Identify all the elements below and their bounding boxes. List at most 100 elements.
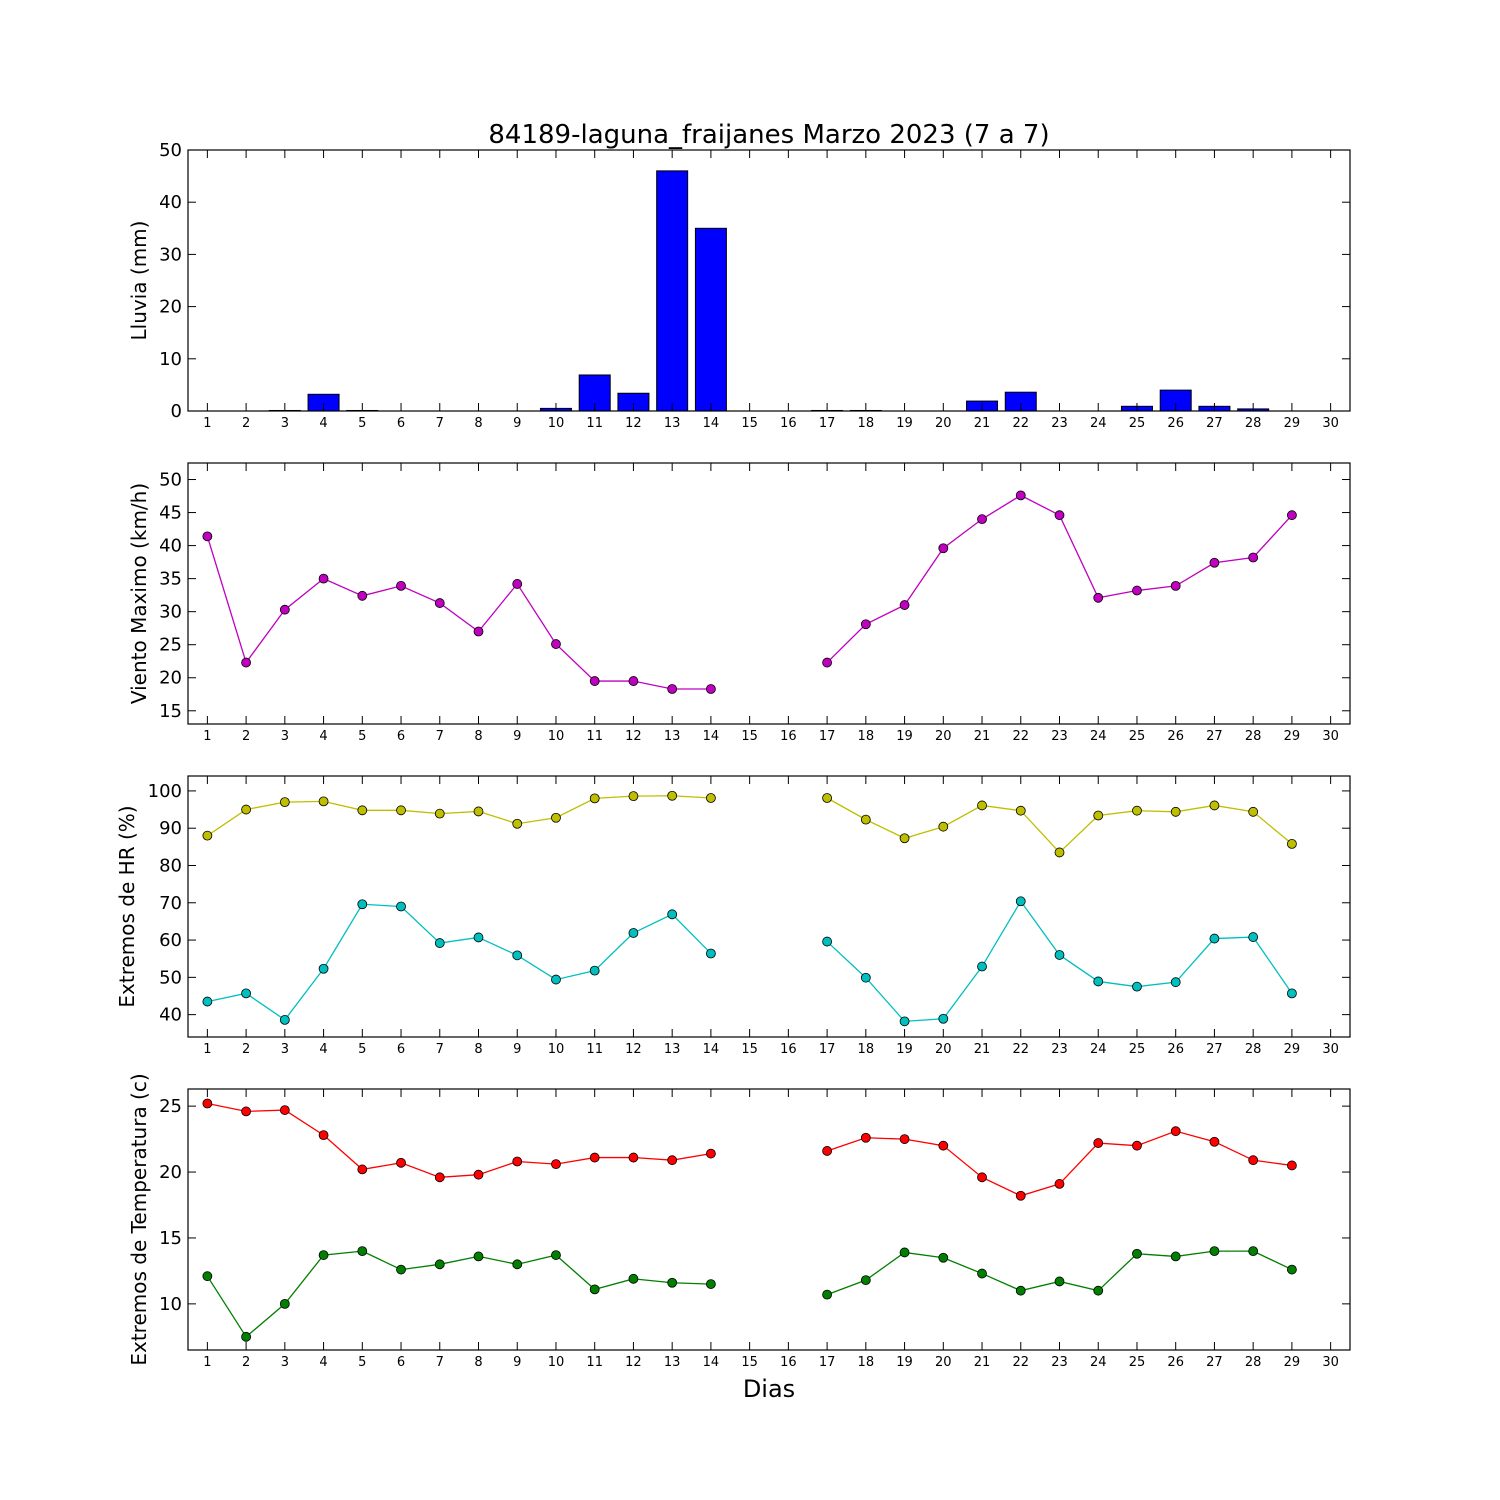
xtick-label: 10 (548, 729, 565, 744)
series-point-1 (551, 639, 561, 649)
ytick-label: 50 (159, 967, 182, 988)
xtick-label: 22 (1012, 1355, 1029, 1370)
series-point-2 (551, 1250, 561, 1260)
series-point-1 (1093, 810, 1104, 821)
series-point-1 (551, 812, 561, 823)
xtick-label: 14 (703, 729, 720, 744)
ytick-label: 30 (159, 602, 182, 623)
xtick-label: 20 (935, 1042, 952, 1057)
series-point-1 (396, 1157, 406, 1168)
xtick-label: 24 (1090, 729, 1107, 744)
ytick-label: 60 (159, 930, 182, 951)
xtick-label: 19 (896, 1355, 913, 1370)
series-point-1 (512, 1156, 523, 1167)
series-point-2 (1209, 933, 1220, 944)
ytick-label: 15 (159, 701, 182, 722)
xtick-label: 7 (436, 1355, 444, 1370)
xtick-label: 2 (242, 1355, 250, 1370)
xtick-label: 19 (896, 729, 913, 744)
xtick-label: 11 (586, 1042, 603, 1057)
xtick-label: 21 (974, 729, 991, 744)
ytick-label: 10 (159, 1294, 182, 1315)
y-axis-label: Extremos de Temperatura (c) (127, 1073, 151, 1365)
xtick-label: 27 (1206, 1355, 1223, 1370)
ytick-label: 20 (159, 1162, 182, 1183)
xtick-label: 24 (1090, 1042, 1107, 1057)
xtick-label: 30 (1322, 729, 1339, 744)
ytick-label: 15 (159, 1228, 182, 1249)
xtick-label: 4 (319, 1355, 327, 1370)
xtick-label: 5 (358, 416, 366, 431)
series-point-1 (1287, 1160, 1297, 1171)
xtick-label: 14 (703, 1355, 720, 1370)
xtick-label: 20 (935, 416, 952, 431)
series-point-2 (1209, 1246, 1220, 1257)
series-point-2 (628, 928, 639, 938)
series-line-2 (826, 900, 1293, 1023)
series-point-1 (860, 814, 871, 825)
series-point-1 (279, 1105, 290, 1115)
xtick-label: 15 (741, 729, 758, 744)
series-point-2 (1287, 988, 1297, 999)
y-axis-label: Lluvia (mm) (127, 221, 151, 341)
series-point-2 (860, 1275, 871, 1286)
series-point-1 (512, 818, 523, 829)
series-point-1 (1170, 1126, 1181, 1137)
xtick-label: 15 (741, 416, 758, 431)
xtick-label: 8 (474, 729, 482, 744)
series-point-1 (938, 821, 949, 832)
xtick-label: 29 (1284, 416, 1301, 431)
series-point-2 (551, 974, 561, 985)
xtick-label: 3 (281, 1042, 289, 1057)
series-point-1 (357, 1164, 368, 1175)
xtick-label: 10 (548, 1042, 565, 1057)
xtick-label: 8 (474, 1042, 482, 1057)
xtick-label: 25 (1129, 1042, 1146, 1057)
xtick-label: 1 (203, 416, 211, 431)
series-point-1 (899, 600, 910, 610)
xtick-label: 4 (319, 729, 327, 744)
series-point-1 (241, 804, 252, 815)
xtick-label: 26 (1167, 1042, 1184, 1057)
series-point-1 (1287, 510, 1297, 521)
series-point-1 (279, 797, 290, 807)
series-line-2 (207, 903, 712, 1021)
xtick-label: 23 (1051, 1355, 1068, 1370)
ytick-label: 50 (159, 470, 182, 491)
series-point-1 (473, 806, 484, 817)
xtick-label: 16 (780, 1042, 797, 1057)
xtick-label: 22 (1012, 1042, 1029, 1057)
series-point-2 (1015, 896, 1026, 907)
xtick-label: 13 (664, 416, 681, 431)
series-point-2 (318, 1250, 329, 1260)
series-point-2 (279, 1298, 290, 1309)
series-point-2 (396, 1264, 406, 1275)
series-point-2 (357, 899, 368, 910)
series-point-1 (977, 800, 987, 811)
series-point-1 (899, 1134, 910, 1144)
series-point-1 (473, 1169, 484, 1180)
xtick-label: 19 (896, 1042, 913, 1057)
xtick-label: 29 (1284, 1355, 1301, 1370)
series-point-1 (241, 657, 252, 668)
xtick-label: 13 (664, 729, 681, 744)
series-point-2 (1248, 1246, 1259, 1257)
series-point-1 (1170, 581, 1181, 591)
series-point-1 (1054, 847, 1065, 858)
series-point-1 (396, 581, 406, 591)
series-point-2 (977, 961, 987, 972)
series-point-2 (1248, 932, 1259, 942)
series-point-2 (241, 1331, 252, 1342)
series-point-1 (1209, 800, 1220, 811)
ytick-label: 40 (159, 1005, 182, 1026)
ytick-label: 20 (159, 668, 182, 689)
xtick-label: 27 (1206, 416, 1223, 431)
xtick-label: 21 (974, 1355, 991, 1370)
xtick-label: 3 (281, 1355, 289, 1370)
xtick-label: 8 (474, 416, 482, 431)
series-point-1 (628, 791, 639, 802)
ytick-label: 35 (159, 569, 182, 590)
xtick-label: 1 (203, 729, 211, 744)
xtick-label: 9 (513, 416, 521, 431)
